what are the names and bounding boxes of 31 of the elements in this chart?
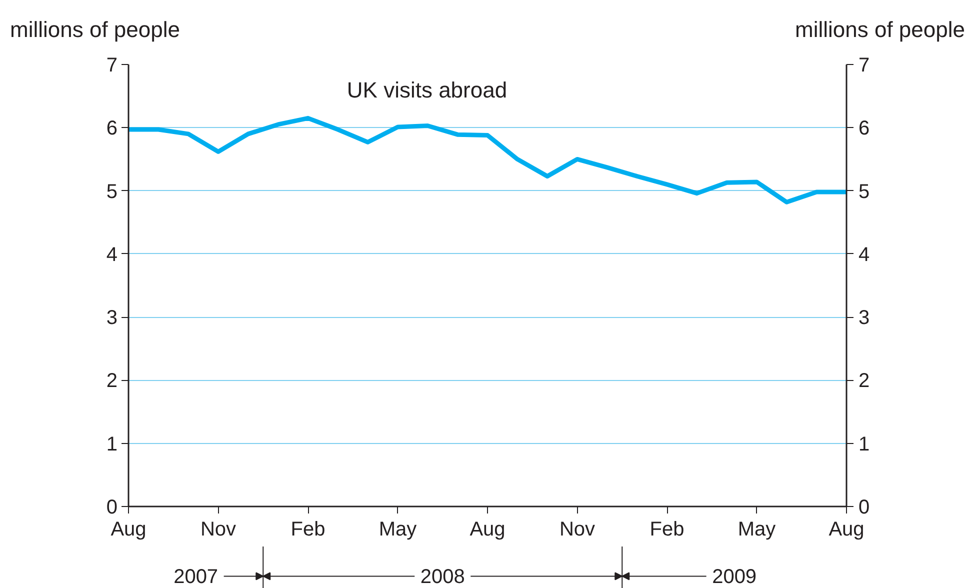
y2-tick-label: 6 [858,118,870,140]
y2-tick-label: 5 [858,180,870,203]
y2-tick-label: 4 [858,244,870,266]
x-tick-label: May [738,518,776,540]
x-tick-label: Feb [650,518,684,540]
y2-tick-label: 0 [858,496,870,518]
y-tick-label: 2 [106,370,118,392]
x-tick-label: Nov [559,518,596,540]
y-tick-label: 0 [106,496,118,518]
x-tick-label: Aug [828,518,864,540]
y2-tick-label: 7 [858,54,870,76]
y2-tick-label: 1 [858,433,870,456]
y-tick-label: 5 [106,180,118,203]
y-tick-label: 7 [106,54,118,76]
y-tick-label: 1 [106,433,118,456]
y-tick-label: 6 [106,118,118,140]
series-label: UK visits abroad [346,77,508,102]
x-tick-label: Feb [290,518,326,540]
x-tick-label: Aug [110,518,146,540]
y2-tick-label: 2 [858,370,870,392]
x-tick-label: Nov [200,518,236,540]
text: 2007 [174,566,218,588]
x-tick-label: May [378,518,417,540]
y2-axis-title: millions of people [795,16,965,44]
y-tick-label: 3 [106,307,118,330]
x-tick-label: Aug [470,518,506,540]
text: 2009 [712,566,757,588]
text: 2008 [420,566,465,588]
y-axis-title: millions of people [10,16,180,44]
y2-tick-label: 3 [858,307,870,330]
y-tick-label: 4 [106,244,118,266]
